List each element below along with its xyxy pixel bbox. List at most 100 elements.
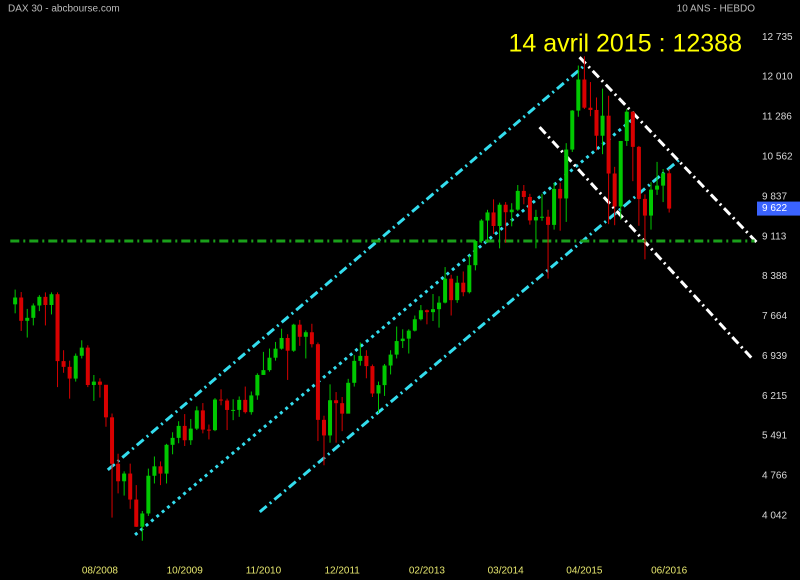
- trend-line: [538, 126, 753, 359]
- candle-body: [370, 366, 375, 394]
- candle-body: [73, 355, 78, 379]
- candle-body: [128, 473, 133, 500]
- x-tick-label: 03/2014: [488, 566, 525, 577]
- candle-body: [539, 216, 544, 218]
- candle-body: [212, 399, 217, 431]
- candle-body: [546, 216, 551, 225]
- x-tick-label: 11/2010: [246, 566, 282, 577]
- candle-body: [176, 425, 181, 438]
- candle-body: [394, 341, 399, 355]
- candle-body: [122, 473, 127, 482]
- candle-body: [309, 332, 314, 345]
- candle-body: [612, 173, 617, 207]
- candle-body: [594, 109, 599, 136]
- candle-body: [170, 437, 175, 445]
- candle-body: [491, 212, 496, 226]
- candle-body: [285, 337, 290, 351]
- candle-body: [667, 173, 672, 209]
- candle-body: [461, 282, 466, 293]
- trend-line: [258, 156, 683, 514]
- candle-body: [618, 140, 623, 207]
- y-tick-label: 12 010: [762, 72, 793, 83]
- candle-body: [134, 499, 139, 527]
- candle-body: [521, 190, 526, 197]
- candle-body: [455, 282, 460, 301]
- last-price-tag: [757, 201, 800, 216]
- candle-body: [412, 319, 417, 331]
- candle-body: [485, 212, 490, 221]
- candle-body: [91, 381, 96, 386]
- candle-body: [449, 278, 454, 301]
- y-tick-label: 6 215: [762, 391, 787, 402]
- candle-body: [406, 330, 411, 339]
- candle-body: [388, 354, 393, 366]
- candle-body: [219, 399, 224, 401]
- candle-body: [225, 400, 230, 410]
- candle-body: [564, 149, 569, 199]
- candle-body: [424, 310, 429, 313]
- y-tick-label: 12 735: [762, 32, 793, 43]
- candle-body: [503, 204, 508, 213]
- candle-body: [497, 204, 502, 226]
- candle-body: [576, 79, 581, 111]
- candle-body: [152, 466, 157, 476]
- candle-body: [515, 190, 520, 210]
- y-tick-label: 9 837: [762, 191, 787, 202]
- candle-body: [430, 309, 435, 313]
- candle-body: [188, 428, 193, 441]
- candle-body: [37, 296, 42, 306]
- x-tick-label: 04/2015: [566, 566, 603, 577]
- candle-body: [321, 419, 326, 436]
- candle-body: [116, 463, 121, 482]
- candle-body: [182, 425, 187, 441]
- candle-body: [103, 384, 108, 418]
- candle-body: [655, 185, 660, 190]
- candle-body: [661, 173, 666, 186]
- candle-body: [346, 382, 351, 414]
- candle-body: [261, 370, 266, 375]
- candle-body: [206, 429, 211, 431]
- y-tick-label: 4 042: [762, 510, 787, 521]
- candle-body: [19, 297, 24, 321]
- candle-body: [364, 355, 369, 367]
- candle-body: [146, 475, 151, 514]
- candle-body: [25, 317, 30, 321]
- candle-body: [624, 111, 629, 141]
- candle-body: [237, 399, 242, 410]
- candle-body: [473, 241, 478, 266]
- candle-body: [110, 417, 115, 464]
- candle-body: [67, 366, 72, 379]
- candle-body: [303, 332, 308, 337]
- candle-body: [164, 444, 169, 474]
- candle-body: [352, 360, 357, 383]
- candle-body: [97, 381, 102, 385]
- candle-body: [140, 513, 145, 527]
- candle-body: [358, 355, 363, 361]
- last-price-label: 9 622: [762, 203, 787, 214]
- y-tick-label: 5 491: [762, 431, 787, 442]
- candle-body: [158, 466, 163, 474]
- candle-body: [79, 347, 84, 356]
- candle-body: [479, 220, 484, 242]
- candle-body: [527, 196, 532, 221]
- candle-body: [31, 305, 36, 318]
- candle-body: [340, 403, 345, 414]
- candle-body: [279, 337, 284, 349]
- candle-body: [249, 395, 254, 413]
- candle-body: [43, 296, 48, 305]
- candle-body: [558, 188, 563, 199]
- x-tick-label: 08/2008: [82, 566, 119, 577]
- trend-line: [134, 118, 633, 536]
- candle-body: [243, 399, 248, 413]
- candle-body: [334, 400, 339, 404]
- trend-line: [578, 56, 758, 244]
- candle-body: [376, 385, 381, 394]
- chart-title: DAX 30 - abcbourse.com: [8, 4, 120, 15]
- candle-body: [437, 302, 442, 310]
- candle-body: [533, 216, 538, 221]
- candle-body: [255, 374, 260, 396]
- candle-body: [509, 209, 514, 213]
- candle-body: [443, 278, 448, 303]
- candle-body: [85, 347, 90, 386]
